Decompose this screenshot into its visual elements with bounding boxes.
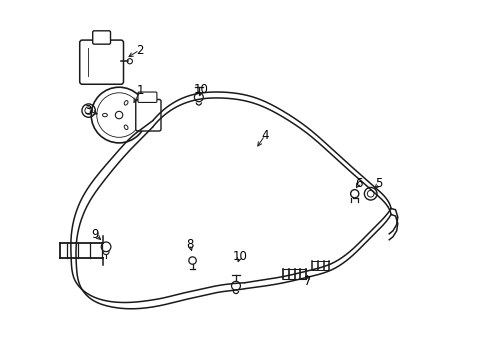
Text: 6: 6 [354,177,362,190]
Text: 2: 2 [136,44,143,57]
FancyBboxPatch shape [93,31,110,44]
FancyBboxPatch shape [80,40,123,84]
Text: 10: 10 [232,250,246,263]
Text: 5: 5 [375,177,382,190]
Text: 8: 8 [186,238,193,251]
Circle shape [91,87,146,143]
Text: 1: 1 [137,85,144,98]
Text: 9: 9 [91,228,99,241]
FancyBboxPatch shape [138,92,157,103]
Text: 7: 7 [303,275,311,288]
Circle shape [127,59,132,64]
Text: 3: 3 [83,104,91,117]
FancyBboxPatch shape [136,99,161,131]
Text: 4: 4 [261,129,268,142]
Text: 10: 10 [193,83,208,96]
